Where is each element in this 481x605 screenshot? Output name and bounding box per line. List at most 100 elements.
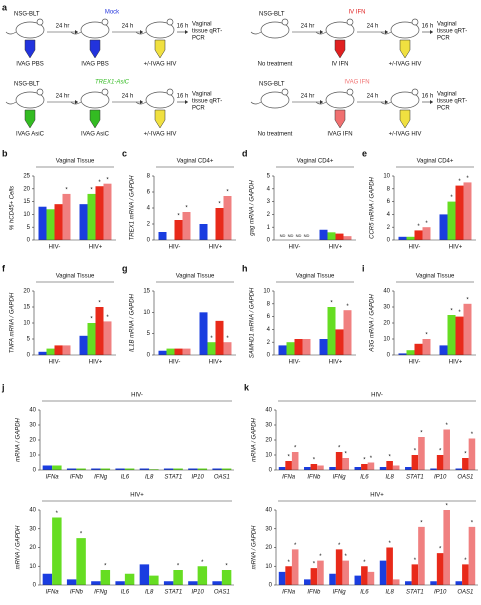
bar bbox=[103, 321, 112, 355]
y-tick-label: 10 bbox=[383, 337, 390, 343]
y-tick-label: 0 bbox=[27, 353, 31, 359]
y-tick-label: 5 bbox=[27, 337, 31, 343]
significance: * bbox=[439, 547, 442, 553]
bar bbox=[392, 465, 400, 470]
x-tick-label: IP10 bbox=[434, 590, 447, 596]
chart-title: Vaginal Tissue bbox=[416, 274, 455, 280]
treatment: Mock bbox=[105, 10, 120, 16]
significance: * bbox=[226, 190, 229, 196]
mouse-tail bbox=[5, 31, 17, 35]
bar bbox=[443, 429, 450, 470]
significance: * bbox=[65, 187, 68, 193]
bar bbox=[343, 236, 352, 240]
syringe bbox=[334, 109, 346, 129]
significance: * bbox=[417, 224, 420, 230]
arrow-head bbox=[75, 30, 78, 34]
y-tick-label: 30 bbox=[265, 423, 272, 429]
x-tick-label: IFNg bbox=[333, 475, 347, 481]
interval: 24 hr bbox=[301, 94, 315, 100]
significance: * bbox=[177, 564, 180, 570]
bar bbox=[367, 462, 375, 470]
panel-letter: c bbox=[122, 148, 127, 158]
x-tick-label: IL6 bbox=[360, 475, 369, 481]
bar bbox=[335, 233, 344, 240]
mouse bbox=[80, 91, 110, 109]
bar bbox=[319, 229, 328, 240]
x-tick-label: HIV- bbox=[409, 360, 421, 366]
bar bbox=[174, 220, 183, 240]
bar bbox=[285, 461, 292, 470]
y-tick-label: 40 bbox=[29, 408, 36, 414]
x-tick-label: IFNa bbox=[46, 590, 60, 596]
interval: 16 h bbox=[177, 94, 189, 100]
y-tick-label: 4 bbox=[267, 186, 271, 192]
step-label: IVAG AsiC bbox=[81, 132, 110, 138]
x-tick-label: IFNg bbox=[94, 590, 108, 596]
syringe bbox=[334, 39, 346, 59]
bar bbox=[124, 468, 135, 470]
x-tick-label: HIV+ bbox=[449, 245, 463, 251]
x-tick-label: STAT1 bbox=[406, 475, 424, 481]
y-tick-label: 0 bbox=[269, 583, 273, 589]
mouse-tail bbox=[380, 101, 392, 105]
bar bbox=[278, 467, 286, 470]
y-tick-label: 2 bbox=[267, 212, 271, 218]
y-tick-label: 20 bbox=[29, 545, 36, 551]
bar bbox=[221, 468, 232, 470]
strain: NSG-BLT bbox=[259, 82, 285, 88]
arrow-head bbox=[185, 30, 188, 34]
significance: * bbox=[425, 333, 428, 339]
x-tick-label: IL6 bbox=[121, 590, 130, 596]
mouse bbox=[145, 21, 175, 39]
significance: * bbox=[319, 554, 322, 560]
bar bbox=[342, 560, 349, 585]
y-tick-label: 10 bbox=[23, 212, 30, 218]
mouse-tail bbox=[250, 31, 262, 35]
x-tick-label: IFNg bbox=[333, 590, 347, 596]
x-tick-label: HIV- bbox=[409, 245, 421, 251]
bar bbox=[335, 329, 344, 355]
significance: * bbox=[450, 195, 453, 201]
mouse bbox=[15, 21, 45, 39]
significance: * bbox=[363, 560, 366, 566]
significance: * bbox=[104, 564, 107, 570]
bar bbox=[95, 186, 104, 240]
bar bbox=[158, 232, 167, 240]
y-axis-label: SAMHD1 mRNA / GAPDH bbox=[250, 287, 256, 358]
y-tick-label: 5 bbox=[267, 174, 271, 180]
significance: * bbox=[80, 532, 83, 538]
panel-letter: k bbox=[244, 382, 250, 392]
x-tick-label: IFNb bbox=[70, 475, 84, 481]
mouse-tail bbox=[315, 101, 327, 105]
y-tick-label: 0 bbox=[387, 353, 391, 359]
panel-letter: a bbox=[2, 2, 8, 12]
y-axis-label: % hCD45+ Cells bbox=[10, 186, 16, 230]
arrow-head bbox=[385, 100, 388, 104]
bar bbox=[329, 573, 336, 585]
significance: * bbox=[338, 446, 341, 452]
interval: 24 h bbox=[122, 94, 134, 100]
y-tick-label: 2 bbox=[387, 225, 391, 231]
interval: 24 hr bbox=[301, 24, 315, 30]
bar bbox=[188, 468, 198, 470]
y-tick-label: 0 bbox=[33, 583, 37, 589]
arrow-head bbox=[430, 100, 433, 104]
significance: * bbox=[330, 301, 333, 307]
y-tick-label: 10 bbox=[383, 174, 390, 180]
step-label: +/-IVAG HIV bbox=[144, 132, 177, 138]
arrow-head bbox=[75, 100, 78, 104]
bar bbox=[223, 342, 232, 355]
bar bbox=[76, 538, 86, 585]
bar bbox=[197, 566, 208, 585]
strain: NSG-BLT bbox=[14, 12, 40, 18]
x-tick-label: OAS1 bbox=[214, 475, 230, 481]
bar bbox=[95, 307, 104, 355]
bar bbox=[468, 438, 476, 470]
y-tick-label: 4 bbox=[267, 327, 271, 333]
mouse-ear bbox=[346, 18, 354, 26]
bar bbox=[163, 581, 174, 585]
significance: * bbox=[439, 449, 442, 455]
y-tick-label: 8 bbox=[147, 174, 151, 180]
chart-title: HIV- bbox=[131, 393, 143, 399]
mouse bbox=[325, 21, 355, 39]
